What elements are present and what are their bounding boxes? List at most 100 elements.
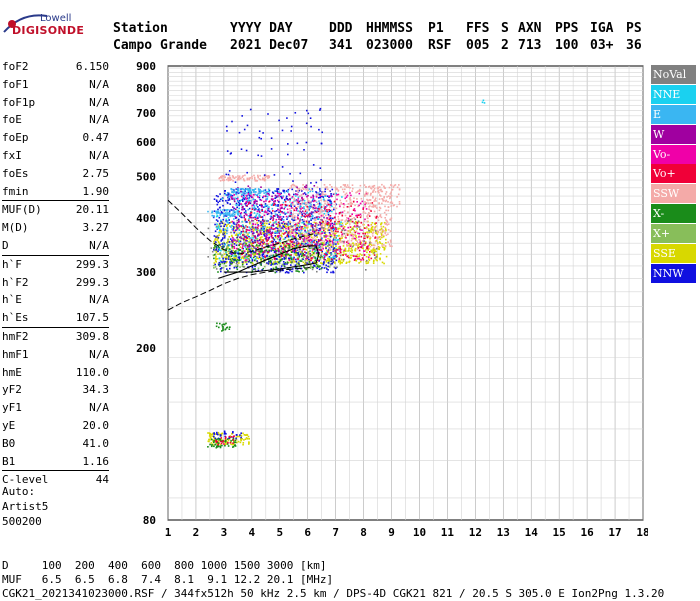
data-point — [290, 185, 293, 187]
data-point — [389, 219, 392, 221]
data-point — [255, 229, 257, 231]
data-point — [220, 231, 222, 233]
data-point — [280, 227, 282, 230]
data-point — [277, 255, 279, 258]
param-name: foF1 — [2, 77, 29, 91]
data-point — [241, 216, 243, 219]
data-point — [222, 247, 224, 249]
data-point — [248, 249, 251, 252]
data-point — [265, 200, 267, 202]
data-point — [352, 242, 354, 244]
data-point — [377, 216, 379, 219]
param-value: N/A — [89, 293, 109, 307]
data-point — [291, 250, 294, 253]
data-point — [385, 229, 387, 232]
data-point — [370, 192, 372, 195]
data-point — [230, 260, 233, 262]
data-point — [312, 211, 314, 214]
data-point — [230, 240, 233, 243]
data-point — [330, 254, 332, 256]
data-point — [300, 206, 303, 209]
data-point — [351, 234, 353, 236]
data-point — [276, 190, 279, 192]
data-point — [325, 206, 327, 208]
data-point — [228, 437, 230, 439]
data-point — [384, 187, 386, 189]
data-point — [366, 247, 368, 250]
data-point — [234, 239, 236, 241]
data-point — [366, 231, 368, 233]
data-point — [296, 207, 298, 210]
data-point — [214, 244, 216, 246]
data-point — [294, 254, 297, 256]
header-axn: AXN 713 — [518, 21, 542, 53]
data-point — [240, 436, 242, 439]
data-point — [239, 246, 242, 248]
data-point — [221, 212, 223, 214]
data-point — [377, 186, 379, 189]
data-point — [279, 192, 281, 194]
data-point — [249, 241, 252, 244]
data-point — [327, 259, 329, 262]
data-point — [274, 213, 277, 215]
data-point — [243, 234, 246, 236]
data-point — [243, 257, 245, 260]
data-point — [299, 238, 301, 240]
data-point — [341, 196, 343, 198]
data-point — [240, 237, 242, 239]
data-point — [366, 227, 368, 230]
data-point — [373, 210, 376, 213]
param-divider — [2, 200, 109, 202]
data-point — [335, 192, 337, 195]
data-point — [225, 256, 227, 258]
data-point — [242, 266, 245, 268]
data-point — [235, 192, 238, 194]
data-point — [333, 234, 336, 237]
data-point — [368, 258, 370, 260]
data-point — [295, 270, 297, 272]
param-name: hmE — [2, 365, 22, 379]
data-point — [299, 203, 302, 205]
data-point — [306, 242, 309, 244]
data-point — [335, 219, 337, 221]
data-point — [231, 244, 233, 247]
data-point — [320, 249, 323, 252]
data-point — [287, 188, 290, 191]
data-point — [331, 188, 334, 191]
data-point — [346, 245, 348, 247]
data-point — [310, 204, 312, 206]
data-point — [216, 446, 219, 448]
data-point — [252, 232, 255, 234]
data-point — [254, 250, 257, 252]
data-point — [268, 206, 270, 208]
data-point — [298, 270, 300, 273]
data-point — [309, 215, 311, 218]
data-point — [337, 246, 340, 248]
data-point — [336, 188, 338, 191]
data-point — [288, 246, 291, 248]
data-point — [481, 101, 484, 104]
data-point — [289, 201, 291, 203]
data-point — [341, 235, 344, 237]
data-point — [389, 230, 392, 232]
data-point — [377, 219, 380, 222]
data-point — [283, 223, 286, 225]
data-point — [326, 217, 328, 219]
data-point — [373, 259, 375, 262]
data-point — [322, 242, 324, 244]
data-point — [230, 178, 233, 181]
data-point — [267, 244, 270, 247]
data-point — [245, 256, 248, 258]
data-point — [337, 189, 340, 192]
data-point — [330, 195, 332, 198]
data-point — [359, 260, 362, 263]
data-point — [232, 243, 234, 245]
data-point — [373, 185, 375, 187]
data-point — [291, 228, 293, 231]
data-point — [366, 236, 369, 238]
data-point — [344, 249, 347, 252]
data-point — [267, 212, 270, 215]
data-point — [259, 178, 262, 181]
param-row: h`F2 299.3 — [2, 274, 109, 292]
data-point — [241, 115, 243, 117]
